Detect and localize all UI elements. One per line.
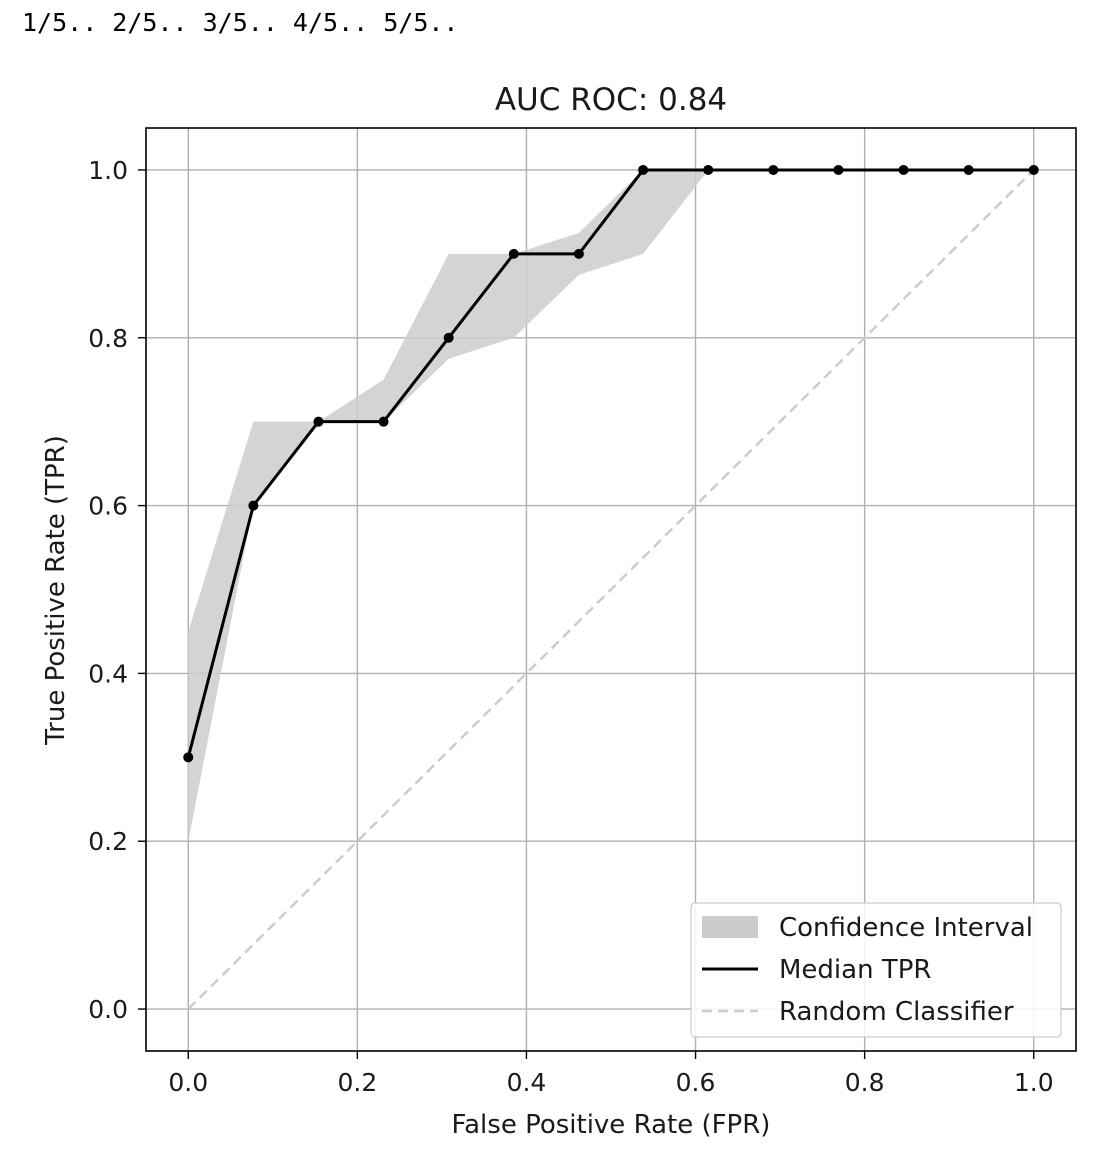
median-tpr-point bbox=[183, 752, 194, 763]
plot-frame bbox=[145, 127, 1077, 1052]
median-tpr bbox=[183, 164, 1039, 763]
legend: Confidence Interval Median TPR Random Cl… bbox=[690, 902, 1062, 1038]
x-tick-label: 1.0 bbox=[1014, 1068, 1054, 1097]
median-tpr-point bbox=[248, 500, 259, 511]
cell-output-progress: 1/5.. 2/5.. 3/5.. 4/5.. 5/5.. bbox=[22, 8, 459, 37]
legend-box bbox=[690, 902, 1062, 1038]
median-tpr-point bbox=[508, 248, 519, 259]
median-tpr-point bbox=[898, 164, 909, 175]
x-tick-label: 0.2 bbox=[337, 1068, 377, 1097]
legend-label-median: Median TPR bbox=[779, 955, 931, 985]
median-tpr-point bbox=[963, 164, 974, 175]
random-classifier bbox=[187, 169, 1035, 1010]
y-axis-label: True Positive Rate (TPR) bbox=[41, 435, 71, 746]
x-tick-label: 0.8 bbox=[845, 1068, 885, 1097]
y-tick-label: 0.0 bbox=[88, 995, 128, 1024]
legend-label-band: Confidence Interval bbox=[779, 913, 1033, 943]
chart-title: AUC ROC: 0.84 bbox=[495, 82, 727, 118]
y-tick-label: 1.0 bbox=[88, 156, 128, 185]
x-tick-label: 0.6 bbox=[676, 1068, 716, 1097]
median-tpr-point bbox=[1028, 164, 1039, 175]
y-tick-label: 0.8 bbox=[88, 324, 128, 353]
legend-label-random: Random Classifier bbox=[779, 997, 1014, 1027]
random-classifier-line bbox=[187, 169, 1035, 1010]
y-tick-label: 0.2 bbox=[88, 827, 128, 856]
legend-swatch-band bbox=[702, 916, 758, 938]
y-tick-label: 0.6 bbox=[88, 492, 128, 521]
median-tpr-point bbox=[833, 164, 844, 175]
y-tick-label: 0.4 bbox=[88, 659, 128, 688]
median-tpr-point bbox=[313, 416, 324, 427]
median-tpr-point bbox=[703, 164, 714, 175]
median-tpr-point bbox=[768, 164, 779, 175]
median-tpr-point bbox=[573, 248, 584, 259]
median-tpr-point bbox=[638, 164, 649, 175]
median-tpr-point bbox=[378, 416, 389, 427]
axis-ticks: 0.0 0.2 0.4 0.6 0.8 1.0 0.0 0.2 0.4 0.6 0.8 1.0 bbox=[88, 156, 1053, 1097]
x-tick-label: 0.0 bbox=[168, 1068, 208, 1097]
x-tick-label: 0.4 bbox=[507, 1068, 547, 1097]
x-axis-label: False Positive Rate (FPR) bbox=[452, 1110, 771, 1140]
median-tpr-point bbox=[443, 332, 454, 343]
median-tpr-line bbox=[186, 168, 1034, 758]
